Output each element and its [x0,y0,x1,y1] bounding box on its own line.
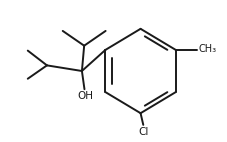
Text: OH: OH [78,91,94,101]
Text: CH₃: CH₃ [198,44,216,54]
Text: Cl: Cl [139,127,149,137]
